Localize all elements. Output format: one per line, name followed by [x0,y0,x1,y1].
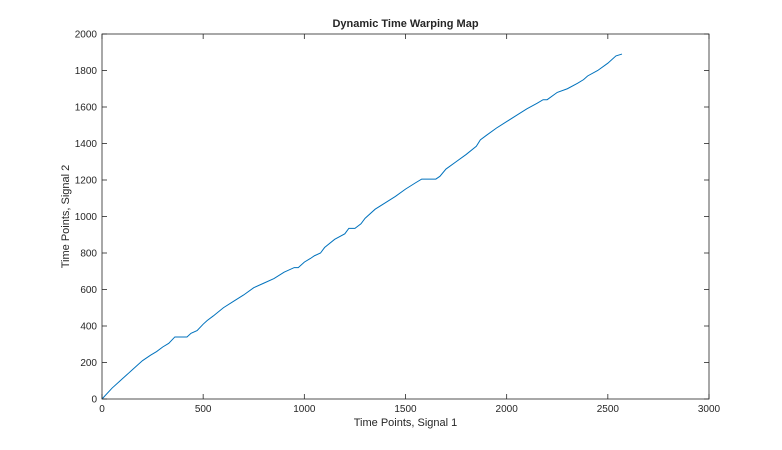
plot-area [102,34,709,399]
y-tick-label: 200 [80,358,97,369]
x-tick-label: 0 [99,404,105,415]
y-tick-label: 1600 [75,103,98,114]
y-tick-label: 1000 [75,212,98,223]
y-axis-ticks: 0 200 400 600 800 1000 1200 1400 1600 1800 2000 [75,30,709,406]
y-tick-label: 1800 [75,66,98,77]
chart-title: Dynamic Time Warping Map [332,18,478,30]
y-tick-label: 0 [91,395,97,406]
y-tick-label: 800 [80,249,97,260]
warping-path-line [101,53,623,400]
x-tick-label: 2500 [597,404,620,415]
x-axis-ticks: 0 500 1000 1500 2000 2500 3000 [99,34,721,415]
y-tick-label: 1200 [75,176,98,187]
x-tick-label: 1500 [394,404,417,415]
y-axis-label: Time Points, Signal 2 [60,165,72,269]
y-tick-label: 1400 [75,139,98,150]
x-axis-label: Time Points, Signal 1 [354,417,458,429]
x-tick-label: 3000 [698,404,721,415]
x-tick-label: 1000 [293,404,316,415]
x-tick-label: 500 [195,404,212,415]
y-tick-label: 400 [80,322,97,333]
x-tick-label: 2000 [496,404,519,415]
y-tick-label: 2000 [75,30,98,41]
y-tick-label: 600 [80,285,97,296]
plot-frame [101,33,710,400]
